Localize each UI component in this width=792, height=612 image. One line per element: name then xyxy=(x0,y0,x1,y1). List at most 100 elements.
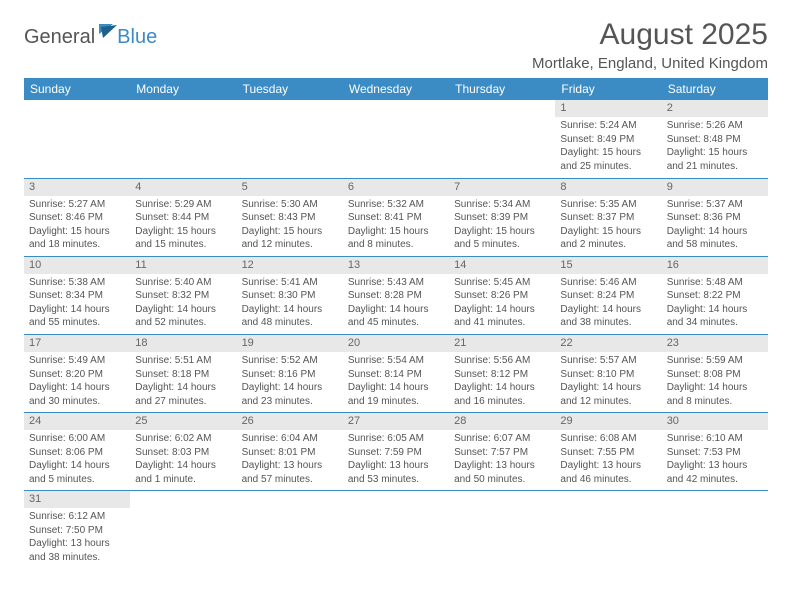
day-details: Sunrise: 5:32 AMSunset: 8:41 PMDaylight:… xyxy=(343,196,449,256)
day-number: 5 xyxy=(237,179,343,196)
day-number: 8 xyxy=(555,179,661,196)
dow-header: Tuesday xyxy=(237,78,343,100)
day-number: 24 xyxy=(24,413,130,430)
day-details: Sunrise: 5:37 AMSunset: 8:36 PMDaylight:… xyxy=(662,196,768,256)
calendar-cell xyxy=(24,100,130,178)
day-details: Sunrise: 6:10 AMSunset: 7:53 PMDaylight:… xyxy=(662,430,768,490)
day-number: 13 xyxy=(343,257,449,274)
dow-header: Thursday xyxy=(449,78,555,100)
calendar-cell xyxy=(237,100,343,178)
day-details: Sunrise: 6:05 AMSunset: 7:59 PMDaylight:… xyxy=(343,430,449,490)
day-details: Sunrise: 5:52 AMSunset: 8:16 PMDaylight:… xyxy=(237,352,343,412)
calendar-cell: 6Sunrise: 5:32 AMSunset: 8:41 PMDaylight… xyxy=(343,178,449,256)
day-number: 18 xyxy=(130,335,236,352)
calendar-cell xyxy=(449,491,555,569)
day-number: 17 xyxy=(24,335,130,352)
day-details: Sunrise: 5:45 AMSunset: 8:26 PMDaylight:… xyxy=(449,274,555,334)
day-number: 28 xyxy=(449,413,555,430)
calendar-cell: 11Sunrise: 5:40 AMSunset: 8:32 PMDayligh… xyxy=(130,256,236,334)
day-number: 16 xyxy=(662,257,768,274)
dow-header: Saturday xyxy=(662,78,768,100)
calendar-row: 17Sunrise: 5:49 AMSunset: 8:20 PMDayligh… xyxy=(24,334,768,412)
day-number: 21 xyxy=(449,335,555,352)
calendar-cell: 14Sunrise: 5:45 AMSunset: 8:26 PMDayligh… xyxy=(449,256,555,334)
day-details: Sunrise: 5:29 AMSunset: 8:44 PMDaylight:… xyxy=(130,196,236,256)
day-details: Sunrise: 5:56 AMSunset: 8:12 PMDaylight:… xyxy=(449,352,555,412)
calendar-cell: 17Sunrise: 5:49 AMSunset: 8:20 PMDayligh… xyxy=(24,334,130,412)
calendar-row: 1Sunrise: 5:24 AMSunset: 8:49 PMDaylight… xyxy=(24,100,768,178)
brand-logo: General Blue xyxy=(24,24,157,51)
calendar-cell: 1Sunrise: 5:24 AMSunset: 8:49 PMDaylight… xyxy=(555,100,661,178)
calendar-cell: 20Sunrise: 5:54 AMSunset: 8:14 PMDayligh… xyxy=(343,334,449,412)
calendar-row: 31Sunrise: 6:12 AMSunset: 7:50 PMDayligh… xyxy=(24,491,768,569)
month-title: August 2025 xyxy=(532,18,768,51)
day-number: 19 xyxy=(237,335,343,352)
calendar-cell: 27Sunrise: 6:05 AMSunset: 7:59 PMDayligh… xyxy=(343,413,449,491)
day-number: 25 xyxy=(130,413,236,430)
day-number: 11 xyxy=(130,257,236,274)
location-subtitle: Mortlake, England, United Kingdom xyxy=(532,55,768,72)
day-number: 3 xyxy=(24,179,130,196)
calendar-cell: 12Sunrise: 5:41 AMSunset: 8:30 PMDayligh… xyxy=(237,256,343,334)
calendar-cell: 10Sunrise: 5:38 AMSunset: 8:34 PMDayligh… xyxy=(24,256,130,334)
calendar-cell: 18Sunrise: 5:51 AMSunset: 8:18 PMDayligh… xyxy=(130,334,236,412)
calendar-cell: 8Sunrise: 5:35 AMSunset: 8:37 PMDaylight… xyxy=(555,178,661,256)
day-details: Sunrise: 6:12 AMSunset: 7:50 PMDaylight:… xyxy=(24,508,130,568)
calendar-cell: 5Sunrise: 5:30 AMSunset: 8:43 PMDaylight… xyxy=(237,178,343,256)
day-number: 20 xyxy=(343,335,449,352)
calendar-row: 24Sunrise: 6:00 AMSunset: 8:06 PMDayligh… xyxy=(24,413,768,491)
day-number: 29 xyxy=(555,413,661,430)
calendar-cell: 29Sunrise: 6:08 AMSunset: 7:55 PMDayligh… xyxy=(555,413,661,491)
calendar-cell: 31Sunrise: 6:12 AMSunset: 7:50 PMDayligh… xyxy=(24,491,130,569)
calendar-cell: 30Sunrise: 6:10 AMSunset: 7:53 PMDayligh… xyxy=(662,413,768,491)
day-number: 26 xyxy=(237,413,343,430)
calendar-cell xyxy=(662,491,768,569)
calendar-cell xyxy=(237,491,343,569)
day-details: Sunrise: 5:34 AMSunset: 8:39 PMDaylight:… xyxy=(449,196,555,256)
calendar-cell: 23Sunrise: 5:59 AMSunset: 8:08 PMDayligh… xyxy=(662,334,768,412)
calendar-cell xyxy=(130,100,236,178)
flag-icon xyxy=(99,24,117,43)
calendar-cell xyxy=(555,491,661,569)
day-details: Sunrise: 5:38 AMSunset: 8:34 PMDaylight:… xyxy=(24,274,130,334)
logo-text-1: General xyxy=(24,26,95,49)
calendar-cell: 28Sunrise: 6:07 AMSunset: 7:57 PMDayligh… xyxy=(449,413,555,491)
day-details: Sunrise: 6:04 AMSunset: 8:01 PMDaylight:… xyxy=(237,430,343,490)
day-details: Sunrise: 5:59 AMSunset: 8:08 PMDaylight:… xyxy=(662,352,768,412)
dow-header: Sunday xyxy=(24,78,130,100)
header-bar: General Blue August 2025 Mortlake, Engla… xyxy=(24,18,768,72)
calendar-cell: 26Sunrise: 6:04 AMSunset: 8:01 PMDayligh… xyxy=(237,413,343,491)
day-number: 2 xyxy=(662,100,768,117)
day-number: 12 xyxy=(237,257,343,274)
calendar-cell: 19Sunrise: 5:52 AMSunset: 8:16 PMDayligh… xyxy=(237,334,343,412)
dow-header-row: Sunday Monday Tuesday Wednesday Thursday… xyxy=(24,78,768,100)
day-details: Sunrise: 6:07 AMSunset: 7:57 PMDaylight:… xyxy=(449,430,555,490)
day-details: Sunrise: 5:48 AMSunset: 8:22 PMDaylight:… xyxy=(662,274,768,334)
day-details: Sunrise: 5:26 AMSunset: 8:48 PMDaylight:… xyxy=(662,117,768,177)
dow-header: Wednesday xyxy=(343,78,449,100)
day-details: Sunrise: 5:54 AMSunset: 8:14 PMDaylight:… xyxy=(343,352,449,412)
calendar-row: 3Sunrise: 5:27 AMSunset: 8:46 PMDaylight… xyxy=(24,178,768,256)
day-details: Sunrise: 5:30 AMSunset: 8:43 PMDaylight:… xyxy=(237,196,343,256)
day-number: 31 xyxy=(24,491,130,508)
calendar-cell: 25Sunrise: 6:02 AMSunset: 8:03 PMDayligh… xyxy=(130,413,236,491)
day-details: Sunrise: 5:27 AMSunset: 8:46 PMDaylight:… xyxy=(24,196,130,256)
day-number: 4 xyxy=(130,179,236,196)
day-details: Sunrise: 5:43 AMSunset: 8:28 PMDaylight:… xyxy=(343,274,449,334)
day-number: 1 xyxy=(555,100,661,117)
calendar-cell: 15Sunrise: 5:46 AMSunset: 8:24 PMDayligh… xyxy=(555,256,661,334)
day-details: Sunrise: 6:02 AMSunset: 8:03 PMDaylight:… xyxy=(130,430,236,490)
calendar-cell: 9Sunrise: 5:37 AMSunset: 8:36 PMDaylight… xyxy=(662,178,768,256)
day-number: 27 xyxy=(343,413,449,430)
day-details: Sunrise: 5:51 AMSunset: 8:18 PMDaylight:… xyxy=(130,352,236,412)
calendar-cell xyxy=(343,100,449,178)
day-number: 22 xyxy=(555,335,661,352)
day-details: Sunrise: 5:41 AMSunset: 8:30 PMDaylight:… xyxy=(237,274,343,334)
day-details: Sunrise: 5:24 AMSunset: 8:49 PMDaylight:… xyxy=(555,117,661,177)
calendar-cell: 2Sunrise: 5:26 AMSunset: 8:48 PMDaylight… xyxy=(662,100,768,178)
day-number: 14 xyxy=(449,257,555,274)
calendar-cell xyxy=(130,491,236,569)
logo-text-2: Blue xyxy=(117,26,157,49)
calendar-table: Sunday Monday Tuesday Wednesday Thursday… xyxy=(24,78,768,569)
dow-header: Monday xyxy=(130,78,236,100)
